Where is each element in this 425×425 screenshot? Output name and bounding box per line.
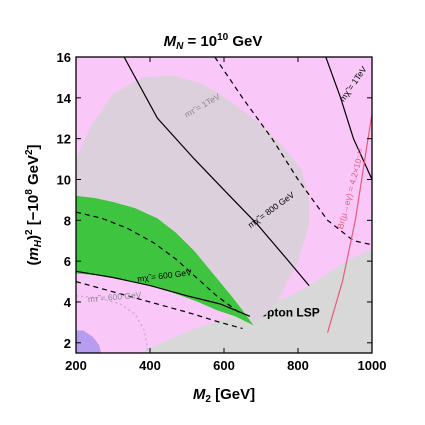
y-tick-label: 2 <box>64 336 71 351</box>
y-tick-label: 4 <box>64 295 72 310</box>
y-tick-label: 10 <box>57 172 71 187</box>
x-tick-label: 1000 <box>358 358 387 373</box>
x-tick-label: 600 <box>213 358 235 373</box>
x-tick-label: 200 <box>65 358 87 373</box>
y-tick-label: 16 <box>57 50 71 65</box>
region-slepton-lsp <box>138 248 372 353</box>
y-tick-label: 14 <box>57 91 72 106</box>
contour-5 <box>76 281 243 330</box>
y-tick-label: 6 <box>64 254 71 269</box>
x-tick-label: 400 <box>139 358 161 373</box>
y-axis-label: (mH)2 [−108 GeV2] <box>24 144 44 265</box>
y-tick-label: 8 <box>64 213 71 228</box>
contour-6 <box>76 295 149 353</box>
contour-3 <box>76 270 251 317</box>
region-purple-corner <box>76 330 102 353</box>
contour-4 <box>76 211 240 313</box>
contour-2 <box>123 57 310 286</box>
contour-7 <box>327 114 372 333</box>
chart-title: MN = 1010 GeV <box>164 32 263 52</box>
x-axis-label: M2 [GeV] <box>193 386 255 405</box>
y-tick-label: 12 <box>57 132 71 147</box>
contour-0 <box>325 57 372 180</box>
region-light-gray-band <box>76 75 310 326</box>
x-tick-label: 800 <box>287 358 309 373</box>
region-green-region <box>76 195 254 326</box>
contour-annotation-4: mτ̃ = 600 GeV <box>87 290 142 305</box>
contour-1 <box>214 57 372 246</box>
